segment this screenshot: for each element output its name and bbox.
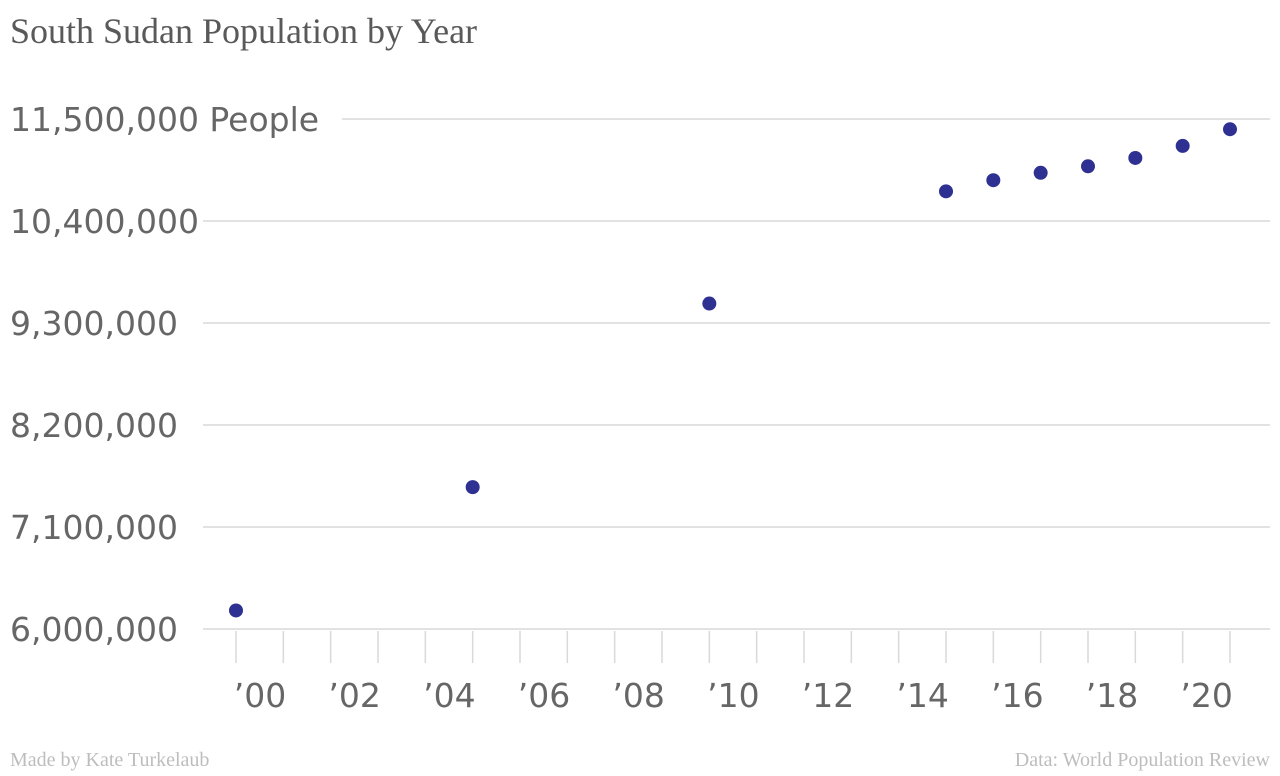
data-point (986, 173, 1001, 188)
x-tick-label: ’12 (802, 676, 854, 715)
data-point (702, 296, 717, 311)
x-tick-label: ’16 (991, 676, 1043, 715)
chart-title: South Sudan Population by Year (10, 11, 478, 51)
data-point (1081, 159, 1095, 174)
x-tick-label: ’00 (234, 676, 286, 715)
x-tick-label: ’10 (707, 676, 759, 715)
credit-text: Made by Kate Turkelaub (10, 749, 210, 771)
y-tick-label: 8,200,000 (10, 406, 178, 445)
x-tick-label: ’04 (423, 676, 475, 715)
x-tick-label: ’02 (328, 676, 380, 715)
y-tick-label: 11,500,000 People (10, 100, 319, 139)
y-tick-label: 7,100,000 (10, 508, 178, 547)
x-tick-label: ’14 (896, 676, 948, 715)
x-tick-label: ’18 (1086, 676, 1138, 715)
data-point (229, 603, 243, 618)
data-point (1033, 165, 1048, 180)
x-tick-label: ’06 (518, 676, 570, 715)
data-point (1223, 122, 1237, 137)
data-point (1175, 138, 1190, 153)
data-point (939, 184, 953, 199)
x-tick-label: ’20 (1180, 676, 1232, 715)
y-tick-label: 9,300,000 (10, 304, 178, 343)
y-tick-label: 6,000,000 (10, 610, 178, 649)
data-point (465, 480, 480, 495)
data-point (1128, 150, 1143, 165)
source-text: Data: World Population Review (1014, 749, 1270, 771)
x-tick-label: ’08 (612, 676, 664, 715)
y-tick-label: 10,400,000 (10, 202, 199, 241)
